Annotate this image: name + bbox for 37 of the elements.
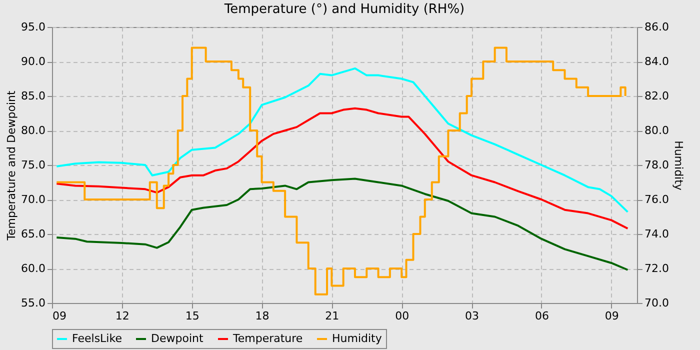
x-tick-label: 03 (465, 310, 480, 322)
y2-tick-label: 84.0 (644, 55, 669, 68)
legend-label: Dewpoint (151, 332, 204, 345)
y2-tick-label: 78.0 (644, 158, 669, 172)
legend-label: FeelsLike (72, 332, 122, 345)
y-tick-label: 80.0 (21, 124, 46, 137)
x-tick-label: 15 (185, 310, 200, 322)
line-series (56, 67, 629, 213)
legend-label: Temperature (232, 332, 303, 345)
y-tick-label: 95.0 (21, 20, 46, 34)
y-tick-label: 75.0 (21, 158, 46, 172)
line-series (56, 107, 629, 230)
y-tick-label: 55.0 (21, 296, 46, 310)
x-tick-label: 18 (255, 310, 270, 322)
y2-tick-label: 74.0 (644, 228, 669, 240)
y-tick-label: 60.0 (21, 262, 46, 275)
legend-label: Humidity (332, 332, 382, 345)
x-tick-label: 09 (52, 310, 66, 322)
y2-tick-label: 76.0 (644, 193, 669, 206)
x-tick-label: 12 (115, 310, 130, 322)
y-axis-title: Temperature and Dewpoint (5, 90, 18, 242)
y2-tick-label: 80.0 (644, 124, 669, 137)
chart-title: Temperature (°) and Humidity (RH%) (223, 2, 465, 17)
x-tick-label: 00 (395, 310, 410, 322)
y-tick-label: 70.0 (21, 193, 46, 206)
x-tick-label: 21 (325, 310, 340, 322)
y-tick-label: 85.0 (21, 90, 46, 102)
y2-tick-label: 82.0 (644, 90, 669, 102)
y-tick-label: 65.0 (21, 228, 46, 240)
y-tick-label: 90.0 (21, 55, 46, 68)
y2-axis-title: Humidity (672, 140, 685, 191)
y2-tick-label: 72.0 (644, 262, 669, 275)
y2-tick-label: 70.0 (644, 296, 669, 310)
x-tick-label: 06 (534, 310, 549, 322)
line-series (56, 178, 629, 271)
x-tick-label: 09 (604, 310, 619, 322)
y2-tick-label: 86.0 (644, 20, 669, 34)
